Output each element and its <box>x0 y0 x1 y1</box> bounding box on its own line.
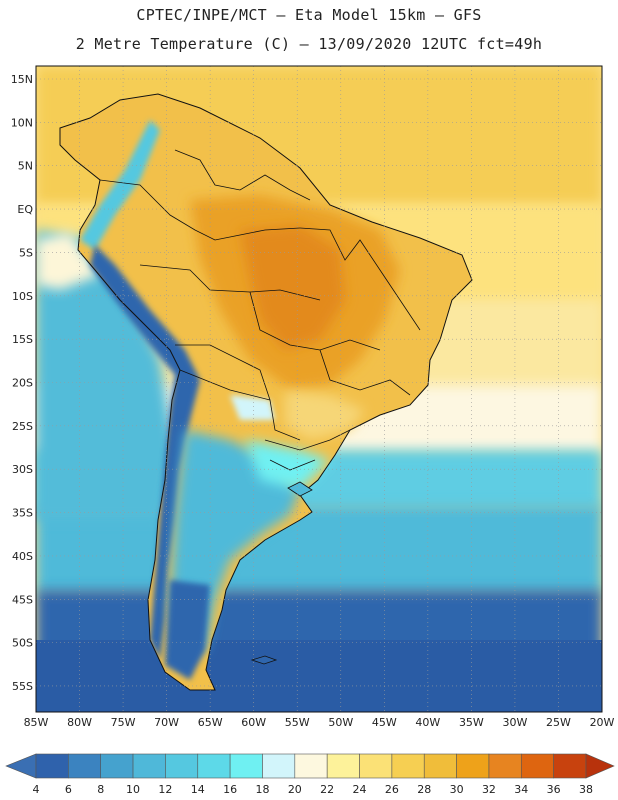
colorbar-swatch <box>100 753 134 779</box>
colorbar-label: 14 <box>191 783 205 796</box>
lat-tick-label: 10S <box>12 290 33 303</box>
lat-tick-label: EQ <box>17 203 33 216</box>
lat-tick-label: 45S <box>12 593 33 606</box>
lat-tick-label: 35S <box>12 507 33 520</box>
colorbar-swatch <box>391 753 425 779</box>
lon-tick-label: 40W <box>415 716 440 729</box>
colorbar-label: 28 <box>417 783 431 796</box>
lat-tick-label: 40S <box>12 550 33 563</box>
colorbar-label: 16 <box>223 783 237 796</box>
lat-tick-label: 10N <box>11 116 33 129</box>
colorbar-label: 8 <box>97 783 104 796</box>
lon-tick-label: 25W <box>546 716 571 729</box>
lon-tick-label: 65W <box>198 716 223 729</box>
lon-tick-label: 50W <box>328 716 353 729</box>
map-title-line-2: 2 Metre Temperature (C) – 13/09/2020 12U… <box>75 35 543 53</box>
colorbar-label: 36 <box>547 783 561 796</box>
temperature-colorbar: 4 6 8 10 12 14 16 18 20 22 24 26 28 30 32 34 36 38 <box>5 753 615 796</box>
colorbar-swatch <box>165 753 199 779</box>
lon-tick-label: 30W <box>502 716 527 729</box>
lat-tick-label: 5S <box>19 246 33 259</box>
lat-tick-label: 15S <box>12 333 33 346</box>
lon-tick-label: 55W <box>285 716 310 729</box>
lat-tick-label: 15N <box>11 73 33 86</box>
colorbar-label: 18 <box>255 783 269 796</box>
colorbar-swatch <box>553 753 587 779</box>
lon-tick-label: 80W <box>67 716 92 729</box>
colorbar-label: 12 <box>158 783 172 796</box>
map-title-line-1: CPTEC/INPE/MCT – Eta Model 15km – GFS <box>136 6 482 24</box>
colorbar-label: 32 <box>482 783 496 796</box>
colorbar-swatch <box>520 753 554 779</box>
lat-tick-label: 50S <box>12 637 33 650</box>
colorbar-swatch <box>456 753 490 779</box>
colorbar-swatch <box>197 753 231 779</box>
colorbar-swatch <box>488 753 522 779</box>
colorbar-max-arrow <box>585 753 615 779</box>
colorbar-label: 38 <box>579 783 593 796</box>
lon-tick-label: 35W <box>459 716 484 729</box>
map-frame <box>35 65 603 713</box>
colorbar-swatch <box>262 753 296 779</box>
lon-tick-label: 20W <box>590 716 615 729</box>
colorbar-label: 6 <box>65 783 72 796</box>
colorbar-min-arrow <box>5 753 37 779</box>
lon-tick-label: 70W <box>154 716 179 729</box>
lon-tick-label: 85W <box>24 716 49 729</box>
colorbar-label: 20 <box>288 783 302 796</box>
colorbar-swatch <box>132 753 166 779</box>
colorbar-swatch <box>229 753 263 779</box>
colorbar-label: 30 <box>450 783 464 796</box>
colorbar-swatch <box>294 753 328 779</box>
colorbar-swatch <box>35 753 69 779</box>
lon-tick-label: 75W <box>111 716 136 729</box>
temperature-field <box>36 66 602 712</box>
colorbar-swatch <box>359 753 393 779</box>
colorbar-label: 10 <box>126 783 140 796</box>
lat-tick-label: 30S <box>12 463 33 476</box>
colorbar-label: 26 <box>385 783 399 796</box>
colorbar-swatch <box>423 753 457 779</box>
lat-tick-label: 25S <box>12 420 33 433</box>
colorbar-swatch <box>68 753 102 779</box>
colorbar-label: 22 <box>320 783 334 796</box>
map-axis-labels: 15N 10N 5N EQ 5S 10S 15S 20S 25S 30S 35S 40S 45S 50S 5… <box>11 73 615 729</box>
colorbar-label: 34 <box>514 783 528 796</box>
lon-tick-label: 45W <box>372 716 397 729</box>
colorbar-label: 4 <box>33 783 40 796</box>
colorbar-swatch <box>326 753 360 779</box>
lat-tick-label: 55S <box>12 680 33 693</box>
lon-tick-label: 60W <box>241 716 266 729</box>
lat-tick-label: 5N <box>18 160 33 173</box>
colorbar-label: 24 <box>353 783 367 796</box>
lat-tick-label: 20S <box>12 376 33 389</box>
